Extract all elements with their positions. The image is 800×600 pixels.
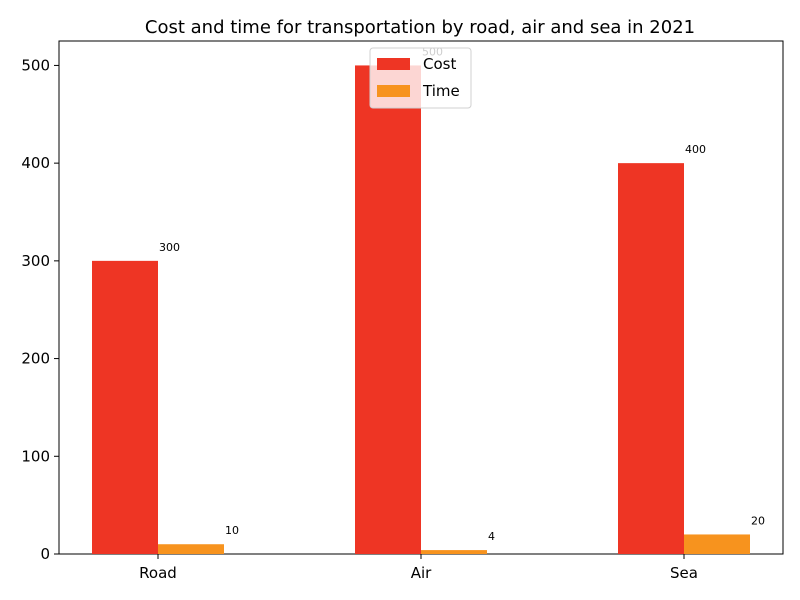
- bar-cost-sea: [618, 163, 684, 554]
- legend-label-cost: Cost: [423, 55, 456, 73]
- bar-time-sea: [684, 534, 750, 554]
- y-tick-label: 0: [40, 545, 50, 563]
- chart-title: Cost and time for transportation by road…: [145, 17, 695, 38]
- x-tick-label: Air: [411, 564, 432, 582]
- data-label-time-sea: 20: [751, 514, 765, 527]
- y-tick-label: 400: [21, 154, 50, 172]
- bar-cost-air: [355, 65, 421, 554]
- data-label-time-road: 10: [225, 524, 239, 537]
- y-tick-label: 300: [21, 252, 50, 270]
- legend-swatch-cost: [377, 58, 410, 70]
- data-label-time-air: 4: [488, 530, 495, 543]
- y-tick-label: 200: [21, 350, 50, 368]
- data-label-cost-road: 300: [159, 241, 180, 254]
- x-tick-label: Road: [139, 564, 177, 582]
- bar-time-road: [158, 544, 224, 554]
- legend-label-time: Time: [422, 82, 460, 100]
- plot-area: 010020030040050030010Road5004Air40020Sea: [21, 40, 784, 582]
- data-label-cost-sea: 400: [685, 143, 706, 156]
- legend: Cost Time: [369, 47, 472, 109]
- y-tick-label: 100: [21, 447, 50, 465]
- x-tick-label: Sea: [670, 564, 698, 582]
- legend-swatch-time: [377, 85, 410, 97]
- bar-cost-road: [92, 260, 158, 554]
- bar-time-air: [421, 550, 487, 554]
- y-tick-label: 500: [21, 56, 50, 74]
